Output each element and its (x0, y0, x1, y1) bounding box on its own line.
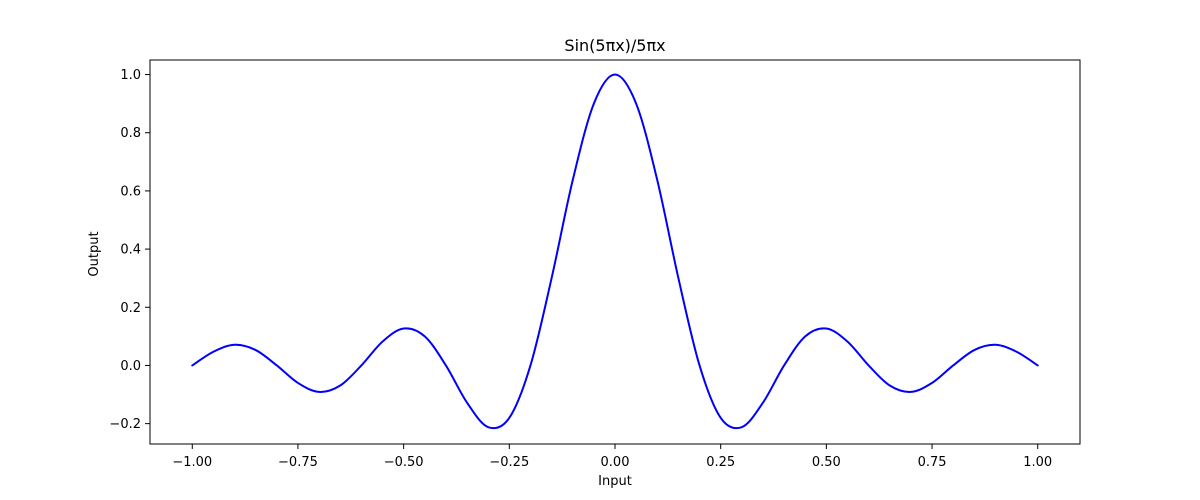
y-tick-label: 0.6 (120, 184, 141, 199)
x-tick-label: 0.50 (812, 455, 841, 470)
y-tick-label: 0.4 (120, 243, 141, 258)
y-tick-label: 0.2 (120, 301, 141, 316)
x-tick-label: −0.50 (384, 455, 424, 470)
x-tick-label: −0.25 (489, 455, 529, 470)
ticks-layer: −1.00 −0.75 −0.50 −0.25 0.00 0.25 0.50 0.75 1.00… (109, 68, 1052, 470)
x-tick-label: −1.00 (172, 455, 212, 470)
plot-area-frame (149, 59, 1081, 445)
chart-title: Sin(5πx)/5πx (564, 36, 665, 55)
x-tick-label: 0.25 (706, 455, 735, 470)
y-axis-label: Output (87, 231, 102, 276)
x-tick-label: 0.00 (601, 455, 630, 470)
x-axis-label: Input (598, 474, 632, 489)
y-tick-label: −0.2 (109, 417, 141, 432)
y-tick-label: 1.0 (120, 68, 141, 83)
y-tick-label: 0.8 (120, 126, 141, 141)
x-tick-label: 1.00 (1023, 455, 1052, 470)
x-tick-label: 0.75 (918, 455, 947, 470)
x-tick-label: −0.75 (278, 455, 318, 470)
series-line (191, 73, 1039, 430)
y-tick-label: 0.0 (120, 359, 141, 374)
